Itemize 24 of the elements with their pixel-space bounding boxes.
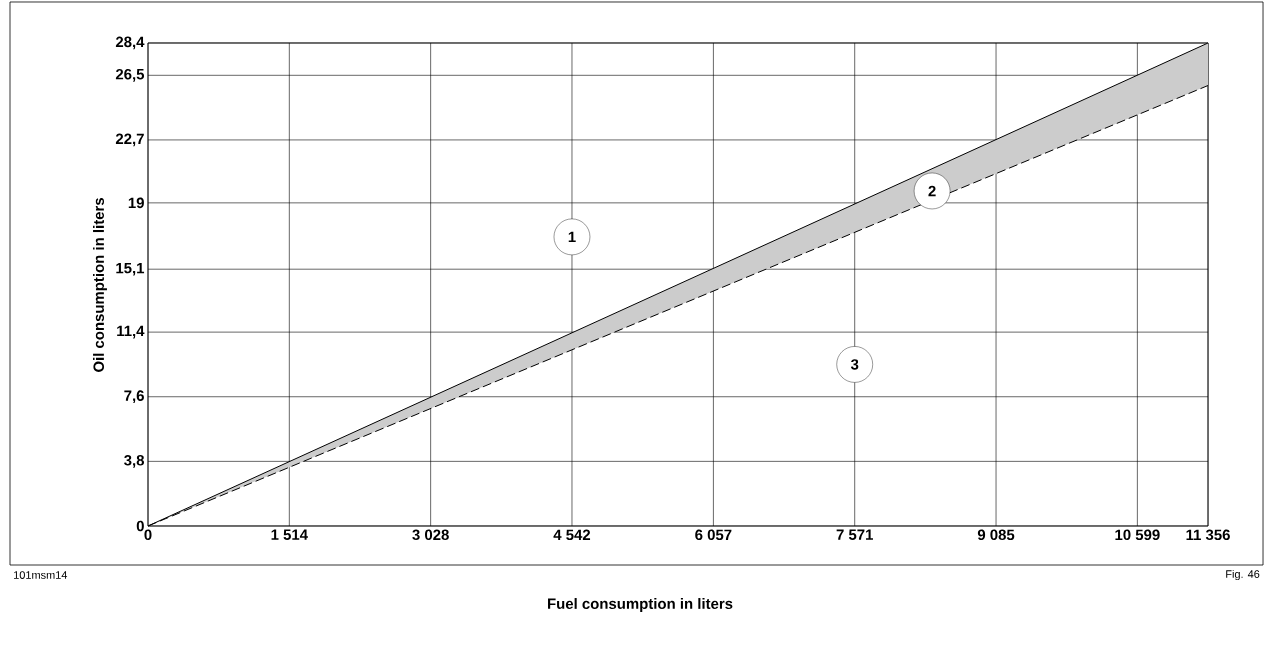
y-tick-label: 7,6 xyxy=(124,390,144,404)
y-axis-title: Oil consumption in liters xyxy=(93,198,107,372)
x-tick-label: 1 514 xyxy=(271,529,308,540)
annotation: 1 xyxy=(568,231,576,243)
x-tick-label: 10 599 xyxy=(1115,529,1160,541)
annotation: 3 xyxy=(850,359,859,370)
y-tick-label: 19 xyxy=(128,197,144,209)
y-tick-label: 11,4 xyxy=(117,325,145,339)
x-tick-label: 9 085 xyxy=(977,529,1015,541)
x-tick-label: 11 356 xyxy=(1186,529,1230,541)
y-tick-label: 26,5 xyxy=(115,68,145,82)
text: 101msm14 xyxy=(14,571,68,579)
x-tick-label: 7 571 xyxy=(836,529,873,540)
x-tick-label: 6 057 xyxy=(695,529,732,541)
y-tick-label: 15,1 xyxy=(116,262,145,276)
y-tick-label: 22,7 xyxy=(115,133,144,147)
y-tick-label: 3,8 xyxy=(124,454,145,468)
x-tick-label: 4 542 xyxy=(553,529,591,541)
x-axis-title: Fuel consumption in liters xyxy=(548,598,733,612)
caption: Fig. 46 xyxy=(1226,569,1260,581)
y-tick-label: 28,4 xyxy=(115,36,145,50)
annotation: 2 xyxy=(928,185,936,197)
x-tick-label: 3 028 xyxy=(412,529,449,541)
y-tick-label: 0 xyxy=(136,520,144,532)
